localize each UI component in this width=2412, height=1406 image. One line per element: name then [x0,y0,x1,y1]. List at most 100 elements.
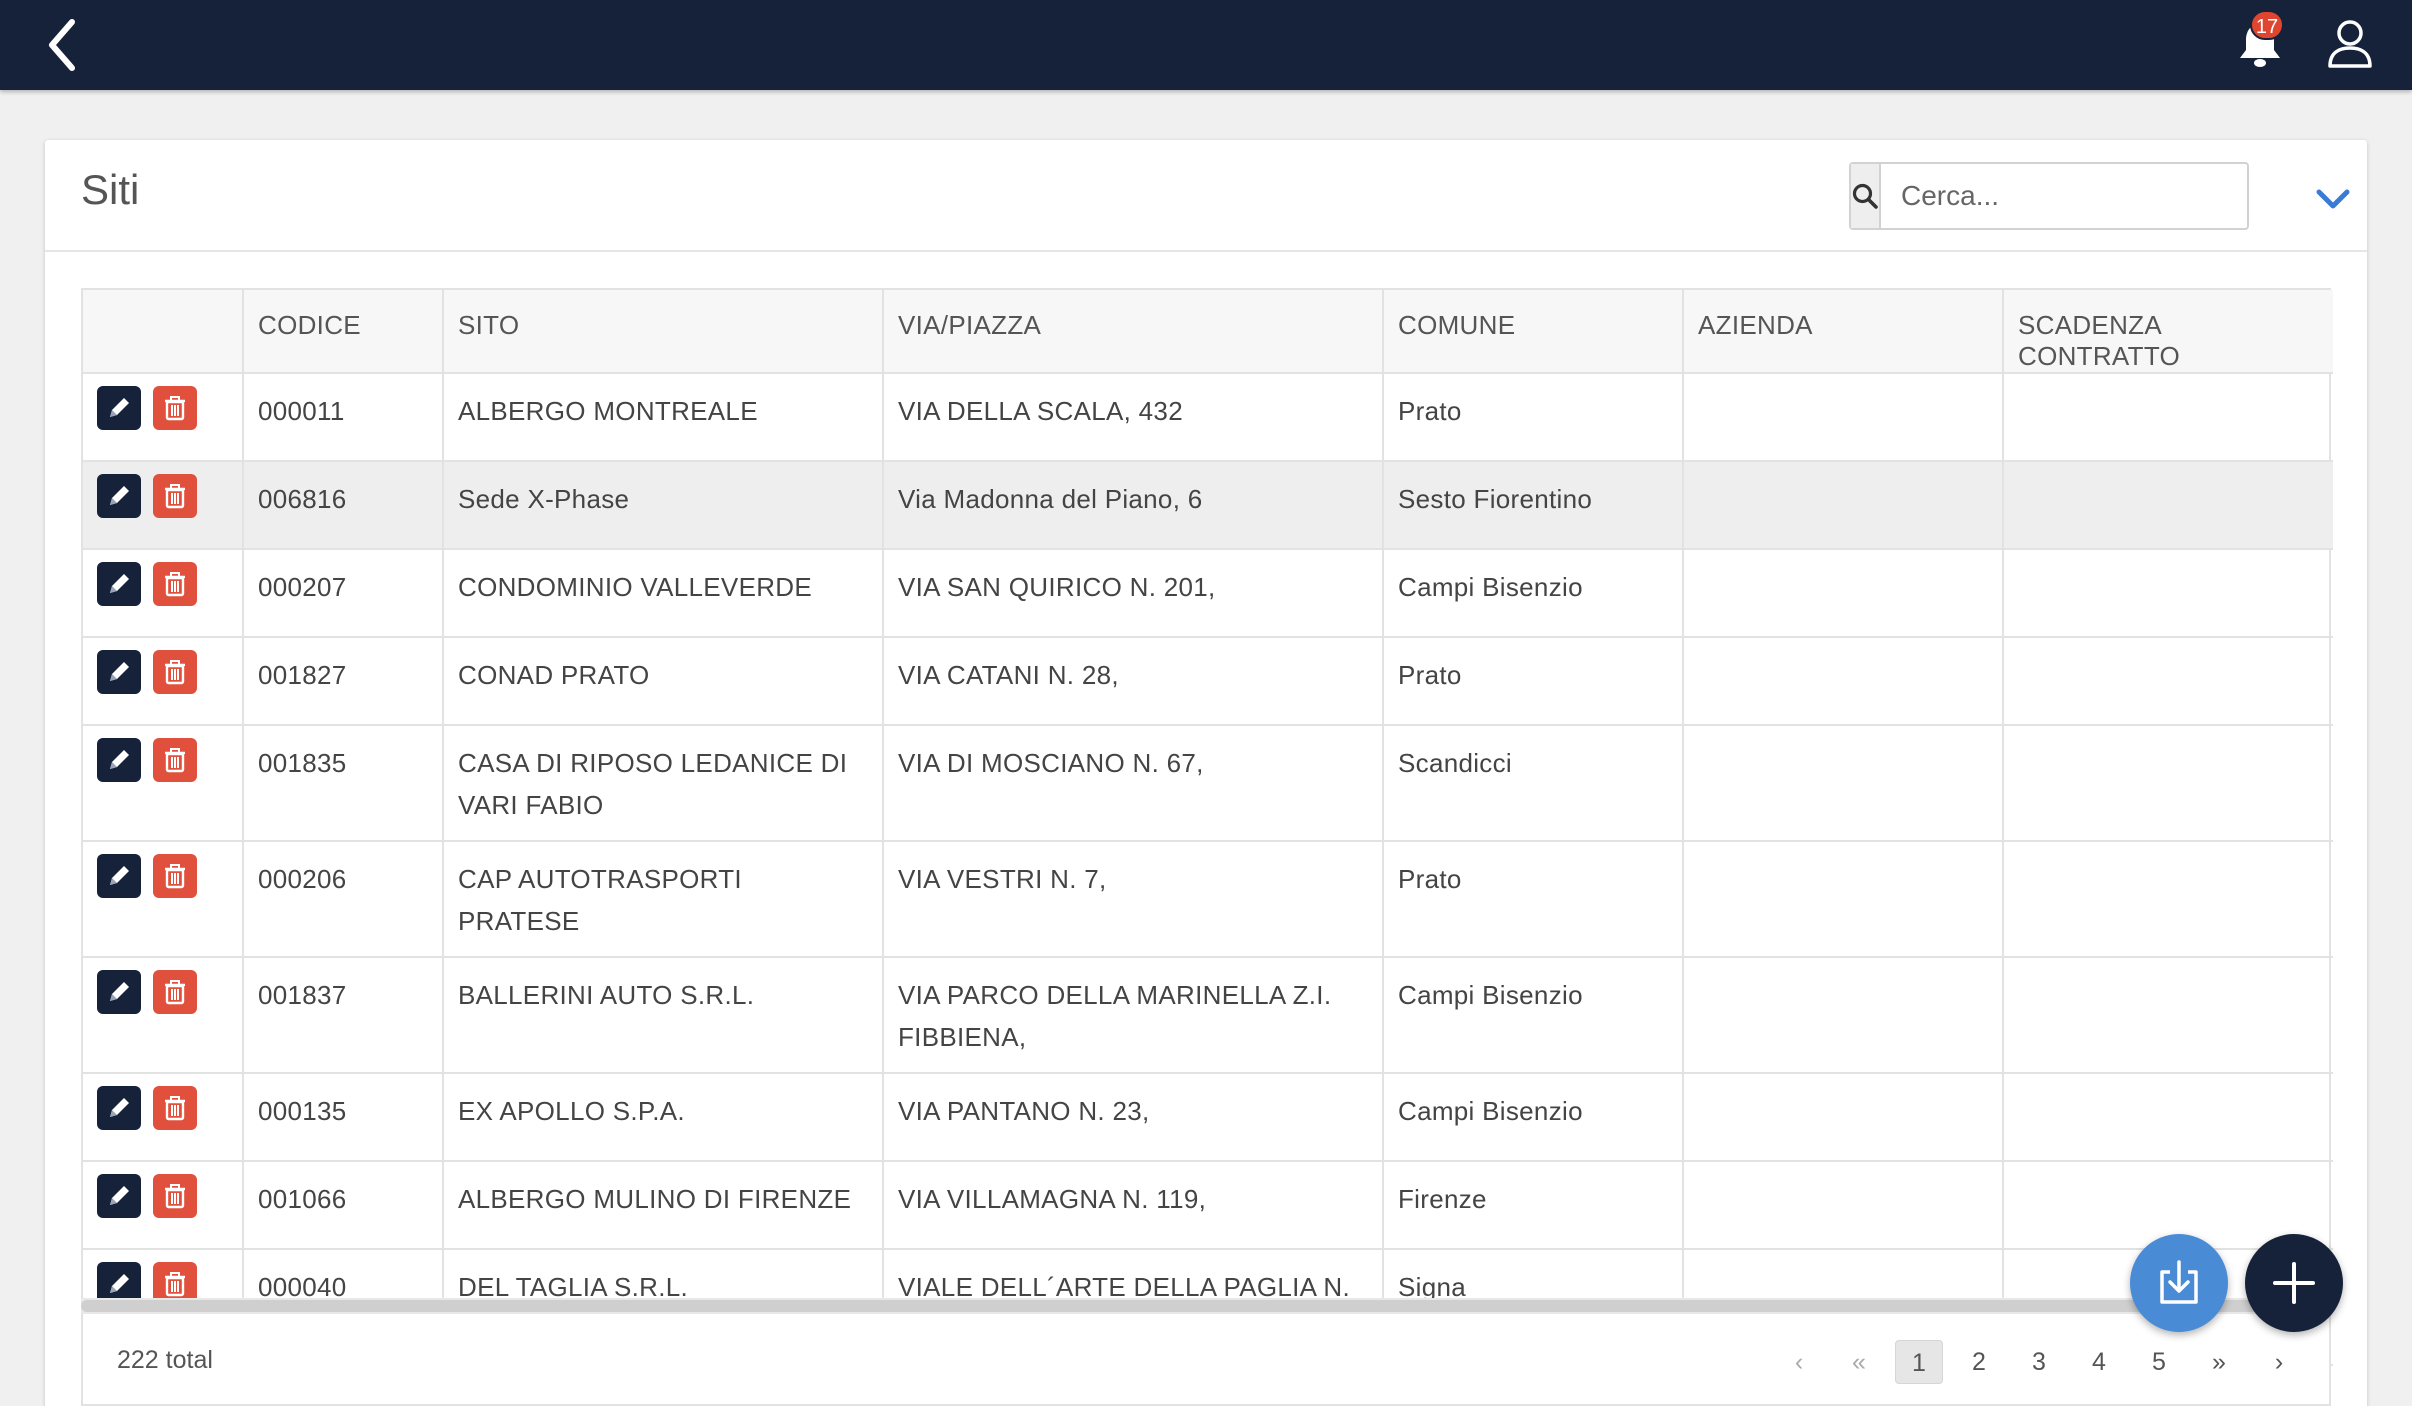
trash-icon [165,484,185,509]
cell-azienda [1683,725,2004,842]
page-button-4[interactable]: 4 [2092,1348,2106,1376]
edit-button[interactable] [97,562,141,606]
table-row[interactable]: 001066 ALBERGO MULINO DI FIRENZE VIA VILLA… [83,1161,2333,1250]
trash-icon [165,396,185,421]
delete-button[interactable] [153,650,197,694]
cell-codice: 000207 [243,549,444,638]
cell-azienda [1683,1161,2004,1250]
cell-azienda [1683,461,2004,550]
edit-button[interactable] [97,1086,141,1130]
edit-button[interactable] [97,738,141,782]
column-header-actions [83,290,244,374]
row-actions [83,841,244,958]
row-actions [83,461,244,550]
search-box [1849,162,2262,230]
column-header-sito[interactable]: SITO [443,290,884,374]
search-button[interactable] [1851,164,1881,228]
cell-via-piazza: VIA DELLA SCALA, 432 [883,373,1384,462]
cell-via-piazza: VIA VESTRI N. 7, [883,841,1384,958]
delete-button[interactable] [153,386,197,430]
delete-button[interactable] [153,1086,197,1130]
cell-scadenza-contratto [2003,841,2333,958]
delete-button[interactable] [153,562,197,606]
trash-icon [165,572,185,597]
cell-azienda [1683,957,2004,1074]
horizontal-scrollbar[interactable] [81,1298,2331,1314]
pagination: ‹ « 1 2 3 4 5 » › [1763,1340,2303,1384]
plus-icon [2273,1262,2315,1304]
cell-scadenza-contratto [2003,725,2333,842]
first-page-button[interactable]: « [1852,1348,1866,1376]
cell-scadenza-contratto [2003,549,2333,638]
user-icon [2328,20,2372,68]
pencil-icon [110,1186,129,1205]
download-fab[interactable] [2130,1234,2228,1332]
cell-codice: 000206 [243,841,444,958]
total-count: 222 total [117,1346,213,1374]
table-row[interactable]: 001835 CASA DI RIPOSO LEDANICE DI VARI FA… [83,725,2333,842]
table-row[interactable]: 000206 CAP AUTOTRASPORTI PRATESE VIA VESTR… [83,841,2333,958]
back-button[interactable] [40,14,92,76]
edit-button[interactable] [97,386,141,430]
pencil-icon [110,486,129,505]
table-row[interactable]: 001837 BALLERINI AUTO S.R.L. VIA PARCO DEL… [83,957,2333,1074]
edit-button[interactable] [97,650,141,694]
delete-button[interactable] [153,1174,197,1218]
search-input[interactable] [1881,164,2262,228]
previous-page-button[interactable]: ‹ [1794,1348,1804,1376]
page-button-5[interactable]: 5 [2152,1348,2166,1376]
scrollbar-thumb[interactable] [81,1300,2291,1312]
table-row[interactable]: 006816 Sede X-Phase Via Madonna del Piano,… [83,461,2333,550]
card-header: Siti [45,140,2367,252]
page-title: Siti [81,166,140,213]
cell-scadenza-contratto [2003,637,2333,726]
sites-card: Siti CODICE SI [45,140,2367,1406]
page-button-2[interactable]: 2 [1972,1348,1986,1376]
column-header-codice[interactable]: CODICE [243,290,444,374]
cell-comune: Firenze [1383,1161,1684,1250]
cell-sito: EX APOLLO S.P.A. [443,1073,884,1162]
column-header-via-piazza[interactable]: VIA/PIAZZA [883,290,1384,374]
cell-via-piazza: VIA PARCO DELLA MARINELLA Z.I. FIBBIENA, [883,957,1384,1074]
sites-table-container: CODICE SITO VIA/PIAZZA COMUNE AZIENDA SC… [81,288,2333,1406]
edit-button[interactable] [97,1174,141,1218]
pencil-icon [110,1274,129,1293]
cell-azienda [1683,549,2004,638]
table-row[interactable]: 000207 CONDOMINIO VALLEVERDE VIA SAN QUIRI… [83,549,2333,638]
page-button-3[interactable]: 3 [2032,1348,2046,1376]
table-row[interactable]: 001827 CONAD PRATO VIA CATANI N. 28, Prato [83,637,2333,726]
pencil-icon [110,982,129,1001]
back-arrow-icon [49,19,75,71]
edit-button[interactable] [97,854,141,898]
delete-button[interactable] [153,738,197,782]
edit-button[interactable] [97,474,141,518]
row-actions [83,725,244,842]
column-header-scadenza-contratto[interactable]: SCADENZA CONTRATTO [2003,290,2333,374]
column-header-comune[interactable]: COMUNE [1383,290,1684,374]
cell-scadenza-contratto [2003,957,2333,1074]
notification-count-badge: 17 [2250,10,2284,40]
user-profile-button[interactable] [2326,18,2374,70]
collapse-toggle[interactable] [2313,184,2353,214]
cell-sito: Sede X-Phase [443,461,884,550]
delete-button[interactable] [153,970,197,1014]
edit-button[interactable] [97,970,141,1014]
column-header-azienda[interactable]: AZIENDA [1683,290,2004,374]
pencil-icon [110,398,129,417]
row-actions [83,1161,244,1250]
trash-icon [165,660,185,685]
cell-codice: 006816 [243,461,444,550]
download-icon [2160,1260,2198,1304]
delete-button[interactable] [153,474,197,518]
delete-button[interactable] [153,854,197,898]
page-button-1[interactable]: 1 [1895,1340,1943,1384]
cell-sito: BALLERINI AUTO S.R.L. [443,957,884,1074]
table-row[interactable]: 000135 EX APOLLO S.P.A. VIA PANTANO N. 23,… [83,1073,2333,1162]
cell-sito: ALBERGO MULINO DI FIRENZE [443,1161,884,1250]
next-pages-button[interactable]: » [2212,1348,2226,1376]
add-site-fab[interactable] [2245,1234,2343,1332]
cell-codice: 001837 [243,957,444,1074]
table-row[interactable]: 000011 ALBERGO MONTREALE VIA DELLA SCALA, … [83,373,2333,462]
next-page-button[interactable]: › [2274,1348,2284,1376]
pencil-icon [110,866,129,885]
